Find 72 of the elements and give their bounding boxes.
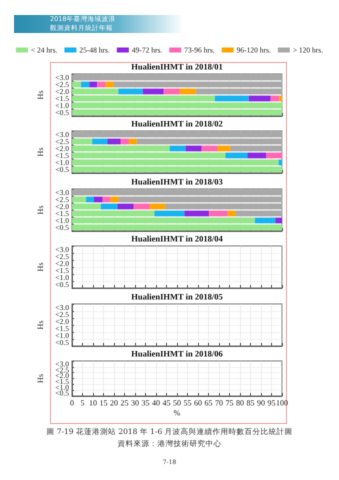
chart-title: HualienIHMT in 2018/06	[131, 348, 223, 358]
x-tick-label: 10	[89, 398, 97, 408]
bar	[228, 210, 236, 216]
x-tick-label: 80	[236, 398, 244, 408]
bar	[100, 203, 118, 210]
bar	[275, 217, 282, 224]
y-axis-title: Hs	[36, 90, 45, 100]
bar	[180, 88, 196, 94]
bar	[86, 196, 94, 202]
x-tick-label: 50	[173, 398, 181, 408]
bar	[170, 146, 186, 152]
bar	[128, 139, 137, 145]
bar	[118, 88, 143, 94]
y-axis-title: Hs	[36, 320, 45, 330]
chart-title: HualienIHMT in 2018/05	[131, 291, 223, 302]
x-tick-label: 15	[100, 398, 108, 408]
chart-title: HualienIHMT in 2018/03	[131, 176, 223, 186]
bar	[118, 203, 134, 210]
x-tick-label: 85	[246, 398, 254, 408]
bar	[81, 82, 90, 88]
bar	[266, 153, 282, 159]
bar	[202, 146, 218, 152]
bar	[120, 139, 129, 145]
bar	[184, 210, 209, 216]
chart-title: HualienIHMT in 2018/02	[131, 118, 223, 129]
bar	[89, 82, 98, 88]
bar	[214, 96, 249, 102]
bar	[149, 203, 166, 210]
bar	[164, 88, 180, 94]
chart-title: HualienIHMT in 2018/04	[131, 234, 224, 244]
bar	[92, 139, 108, 145]
bar	[208, 210, 228, 216]
bar	[248, 96, 271, 102]
x-tick-label: 35	[142, 398, 150, 408]
bar	[102, 196, 110, 202]
x-tick-label: 55	[184, 398, 192, 408]
bar	[134, 203, 150, 210]
bar	[106, 82, 114, 88]
x-tick-label: 40	[152, 398, 160, 408]
bar	[94, 196, 102, 202]
chart-title: HualienIHMT in 2018/01	[131, 62, 223, 72]
bar	[278, 160, 282, 166]
x-tick-label: 75	[226, 398, 234, 408]
bar	[107, 139, 121, 145]
bar	[248, 153, 266, 159]
x-axis-title: %	[174, 408, 181, 418]
y-axis-title: Hs	[36, 374, 45, 383]
bar	[270, 96, 280, 102]
bar	[142, 88, 164, 94]
x-tick-label: 70	[215, 398, 223, 408]
bar	[186, 146, 202, 152]
x-tick-label: 20	[110, 398, 118, 408]
x-tick-label: 5	[80, 398, 84, 408]
x-tick-label: 45	[162, 398, 170, 408]
x-tick-label: 30	[131, 398, 139, 408]
bar	[279, 96, 282, 102]
bar	[97, 82, 106, 88]
x-tick-label: 95	[268, 398, 276, 408]
bar	[110, 196, 119, 202]
y-axis-title: Hs	[36, 205, 45, 214]
x-tick-label: 65	[204, 398, 212, 408]
bar	[226, 153, 248, 159]
x-tick-label: 0	[70, 398, 74, 408]
y-axis-title: Hs	[36, 148, 45, 157]
bar	[218, 146, 230, 152]
bar	[154, 210, 185, 216]
y-axis-title: Hs	[36, 262, 45, 272]
x-tick-label: 25	[120, 398, 128, 408]
bar	[254, 217, 276, 224]
x-tick-label: 90	[257, 398, 265, 408]
x-tick-label: 60	[194, 398, 202, 408]
x-tick-label: 100	[276, 398, 288, 408]
